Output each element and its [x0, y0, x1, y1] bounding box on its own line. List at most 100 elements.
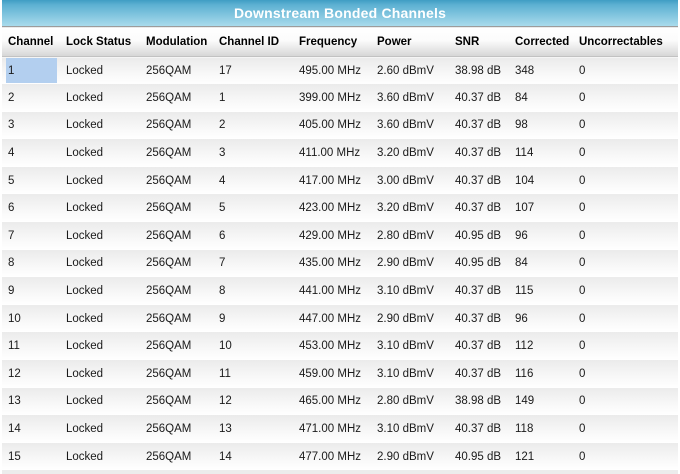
cell-channel: 7: [2, 222, 60, 250]
cell-lock-status: Locked: [60, 111, 140, 140]
cell-uncorrectables: 0: [573, 84, 678, 112]
cell-uncorrectables: 0: [573, 387, 678, 416]
cell-frequency: 417.00 MHz: [293, 166, 371, 195]
col-header-power: Power: [371, 26, 449, 57]
cell-channel-id: 9: [213, 304, 293, 333]
cell-channel: 6: [2, 194, 60, 223]
cell-frequency: 441.00 MHz: [293, 277, 371, 305]
cell-uncorrectables: 0: [573, 111, 678, 140]
cell-frequency: 459.00 MHz: [293, 360, 371, 388]
cell-lock-status: Locked: [60, 166, 140, 195]
cell-frequency: 465.00 MHz: [293, 387, 371, 416]
table-row: 8 Locked 256QAM 7 435.00 MHz 2.90 dBmV 40.95 d…: [2, 249, 678, 278]
cell-power: 2.90 dBmV: [371, 249, 449, 278]
cell-channel: 11: [2, 332, 60, 361]
cell-channel-id: 7: [213, 249, 293, 278]
cell-power: 3.10 dBmV: [371, 415, 449, 443]
cell-snr: 40.37 dB: [449, 332, 509, 361]
cell-frequency: 495.00 MHz: [293, 56, 371, 85]
cell-modulation: 256QAM: [140, 111, 213, 140]
col-header-snr: SNR: [449, 26, 509, 57]
cell-corrected: 114: [509, 139, 573, 167]
cell-corrected: 107: [509, 194, 573, 223]
cell-corrected: 104: [509, 166, 573, 195]
cell-channel-id: 12: [213, 387, 293, 416]
cell-corrected: 149: [509, 387, 573, 416]
cell-channel: 1: [2, 56, 60, 85]
cell-lock-status: Locked: [60, 222, 140, 250]
cell-uncorrectables: 0: [573, 304, 678, 333]
cell-uncorrectables: 0: [573, 249, 678, 278]
cell-corrected: 112: [509, 332, 573, 361]
cell-corrected: 118: [509, 415, 573, 443]
cell-channel: 15: [2, 442, 60, 471]
cell-power: 3.10 dBmV: [371, 332, 449, 361]
table-row: 5 Locked 256QAM 4 417.00 MHz 3.00 dBmV 40.37 d…: [2, 166, 678, 195]
cell-channel-id: 14: [213, 442, 293, 471]
cell-modulation: 256QAM: [140, 56, 213, 85]
cell-snr: 40.37 dB: [449, 166, 509, 195]
table-row: 9 Locked 256QAM 8 441.00 MHz 3.10 dBmV 40.37 d…: [2, 277, 678, 305]
cell-channel-id: 10: [213, 332, 293, 361]
cell-modulation: 256QAM: [140, 277, 213, 305]
cell-uncorrectables: 0: [573, 277, 678, 305]
cell-modulation: 256QAM: [140, 194, 213, 223]
table-row: 2 Locked 256QAM 1 399.00 MHz 3.60 dBmV 40.37 d…: [2, 84, 678, 112]
cell-power: 3.20 dBmV: [371, 194, 449, 223]
table-row: 1 Locked 256QAM 17 495.00 MHz 2.60 dBmV 38.98 …: [2, 56, 678, 85]
cell-corrected: 121: [509, 442, 573, 471]
cell-modulation: 256QAM: [140, 249, 213, 278]
cell-power: 3.60 dBmV: [371, 111, 449, 140]
cell-lock-status: Locked: [60, 387, 140, 416]
cell-snr: 40.37 dB: [449, 277, 509, 305]
cell-channel: 5: [2, 166, 60, 195]
cell-corrected: 116: [509, 360, 573, 388]
cell-frequency: 477.00 MHz: [293, 442, 371, 471]
cell-channel: 4: [2, 139, 60, 167]
cell-lock-status: Locked: [60, 194, 140, 223]
cell-lock-status: Locked: [60, 442, 140, 471]
table-title-bar: Downstream Bonded Channels: [2, 0, 678, 26]
cell-power: 3.60 dBmV: [371, 84, 449, 112]
cell-frequency: 453.00 MHz: [293, 332, 371, 361]
table-row: 12 Locked 256QAM 11 459.00 MHz 3.10 dBmV 40.37…: [2, 360, 678, 388]
cell-modulation: 256QAM: [140, 304, 213, 333]
cell-lock-status: Locked: [60, 332, 140, 361]
col-header-corrected: Corrected: [509, 26, 573, 57]
cell-channel-id: 11: [213, 360, 293, 388]
cell-corrected: 84: [509, 84, 573, 112]
cell-uncorrectables: 0: [573, 139, 678, 167]
col-header-frequency: Frequency: [293, 26, 371, 57]
cell-channel: 12: [2, 360, 60, 388]
cell-power: 2.80 dBmV: [371, 387, 449, 416]
cell-power: 2.80 dBmV: [371, 222, 449, 250]
cell-power: 3.00 dBmV: [371, 166, 449, 195]
cell-power: 3.10 dBmV: [371, 360, 449, 388]
table-row: 4 Locked 256QAM 3 411.00 MHz 3.20 dBmV 40.37 d…: [2, 139, 678, 167]
cell-lock-status: Locked: [60, 304, 140, 333]
cell-power: 2.60 dBmV: [371, 56, 449, 85]
cell-channel-id: 8: [213, 277, 293, 305]
cell-modulation: 256QAM: [140, 360, 213, 388]
cell-lock-status: Locked: [60, 415, 140, 443]
cell-snr: 40.37 dB: [449, 111, 509, 140]
cell-power: 2.90 dBmV: [371, 304, 449, 333]
cell-uncorrectables: 0: [573, 166, 678, 195]
cell-frequency: 435.00 MHz: [293, 249, 371, 278]
cell-snr: 40.37 dB: [449, 415, 509, 443]
cell-lock-status: Locked: [60, 56, 140, 85]
cell-channel: 14: [2, 415, 60, 443]
table-body: 1 Locked 256QAM 17 495.00 MHz 2.60 dBmV 38.98 …: [2, 56, 678, 471]
selected-cell-highlight: [6, 58, 57, 83]
cell-modulation: 256QAM: [140, 222, 213, 250]
cell-corrected: 96: [509, 304, 573, 333]
cell-corrected: 84: [509, 249, 573, 278]
table-row: 3 Locked 256QAM 2 405.00 MHz 3.60 dBmV 40.37 d…: [2, 111, 678, 140]
table-row: 15 Locked 256QAM 14 477.00 MHz 2.90 dBmV 40.95…: [2, 442, 678, 471]
cell-channel: 8: [2, 249, 60, 278]
cell-channel: 2: [2, 84, 60, 112]
cell-snr: 40.95 dB: [449, 442, 509, 471]
cell-channel-id: 13: [213, 415, 293, 443]
col-header-channel: Channel: [2, 26, 60, 57]
